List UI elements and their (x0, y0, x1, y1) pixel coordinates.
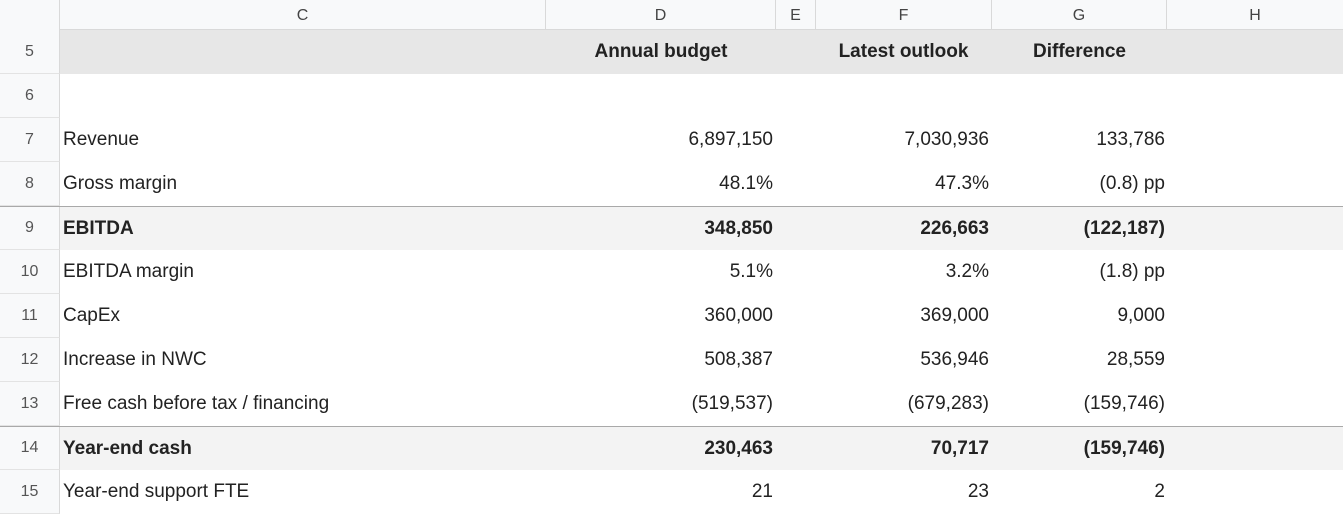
row-label-cell[interactable]: CapEx (63, 305, 121, 326)
outlook-cell[interactable]: 226,663 (920, 217, 989, 239)
difference-cell[interactable]: 9,000 (1117, 305, 1165, 326)
row-label-cell[interactable]: EBITDA margin (63, 261, 194, 282)
difference-cell[interactable]: (1.8) pp (1099, 261, 1165, 282)
outlook-cell[interactable]: 47.3% (935, 173, 989, 194)
outlook-cell[interactable]: 23 (967, 481, 989, 502)
table-row: 11 CapEx 360,000 369,000 9,000 (0, 294, 1343, 338)
difference-cell[interactable]: 2 (1154, 481, 1165, 502)
budget-cell[interactable]: 508,387 (704, 349, 773, 370)
column-header-bar: C D E F G H (0, 0, 1343, 30)
outlook-cell[interactable]: 7,030,936 (904, 129, 989, 150)
outlook-cell[interactable]: (679,283) (907, 393, 989, 414)
difference-cell[interactable]: (159,746) (1083, 393, 1165, 414)
outlook-cell[interactable]: 369,000 (920, 305, 989, 326)
outlook-cell[interactable]: 536,946 (920, 349, 989, 370)
row-label-cell[interactable]: Gross margin (63, 173, 178, 194)
budget-cell[interactable]: 21 (751, 481, 773, 502)
row-number[interactable]: 7 (0, 118, 60, 162)
difference-cell[interactable]: (0.8) pp (1099, 173, 1165, 194)
annual-budget-header[interactable]: Annual budget (594, 41, 728, 62)
table-row: 7 Revenue 6,897,150 7,030,936 133,786 (0, 118, 1343, 162)
table-row-total: 9 EBITDA 348,850 226,663 (122,187) (0, 206, 1343, 250)
row-label-cell[interactable]: Year-end cash (63, 437, 192, 459)
select-all-corner[interactable] (0, 0, 60, 30)
row-number[interactable]: 15 (0, 470, 60, 514)
difference-header[interactable]: Difference (1033, 41, 1126, 62)
table-row: 12 Increase in NWC 508,387 536,946 28,55… (0, 338, 1343, 382)
row-number[interactable]: 12 (0, 338, 60, 382)
table-row: 13 Free cash before tax / financing (519… (0, 382, 1343, 426)
column-header-c[interactable]: C (60, 0, 546, 30)
budget-cell[interactable]: 5.1% (729, 261, 773, 282)
row-number[interactable]: 9 (0, 207, 60, 250)
column-header-h[interactable]: H (1249, 7, 1261, 24)
budget-cell[interactable]: 6,897,150 (688, 129, 773, 150)
column-header-g[interactable]: G (992, 0, 1167, 30)
difference-cell[interactable]: 28,559 (1106, 349, 1165, 370)
budget-cell[interactable]: (519,537) (691, 393, 773, 414)
column-header-f[interactable]: F (816, 0, 992, 30)
row-label-cell[interactable]: Free cash before tax / financing (63, 393, 330, 414)
blank-row: 6 (0, 74, 1343, 118)
table-row: 8 Gross margin 48.1% 47.3% (0.8) pp (0, 162, 1343, 206)
row-label-cell[interactable]: EBITDA (63, 217, 134, 239)
row-number[interactable]: 8 (0, 162, 60, 206)
row-number[interactable]: 11 (0, 294, 60, 338)
row-number[interactable]: 6 (0, 74, 60, 118)
budget-cell[interactable]: 230,463 (704, 437, 773, 459)
difference-cell[interactable]: (159,746) (1083, 437, 1165, 459)
row-number[interactable]: 10 (0, 250, 60, 294)
outlook-cell[interactable]: 3.2% (945, 261, 989, 282)
budget-cell[interactable]: 360,000 (704, 305, 773, 326)
budget-cell[interactable]: 348,850 (704, 217, 773, 239)
difference-cell[interactable]: 133,786 (1096, 129, 1165, 150)
latest-outlook-header[interactable]: Latest outlook (838, 41, 969, 62)
table-row-total: 14 Year-end cash 230,463 70,717 (159,746… (0, 426, 1343, 470)
column-header-e[interactable]: E (776, 0, 816, 30)
table-row: 15 Year-end support FTE 21 23 2 (0, 470, 1343, 514)
table-row: 10 EBITDA margin 5.1% 3.2% (1.8) pp (0, 250, 1343, 294)
table-header-row: 5 Annual budget Latest outlook Differenc… (0, 30, 1343, 74)
row-number[interactable]: 5 (0, 30, 60, 74)
row-number[interactable]: 13 (0, 382, 60, 426)
row-label-cell[interactable]: Increase in NWC (63, 349, 207, 370)
outlook-cell[interactable]: 70,717 (930, 437, 989, 459)
column-header-d[interactable]: D (546, 0, 776, 30)
difference-cell[interactable]: (122,187) (1083, 217, 1165, 239)
budget-cell[interactable]: 48.1% (719, 173, 773, 194)
row-label-cell[interactable]: Year-end support FTE (63, 481, 250, 502)
row-label-cell[interactable]: Revenue (63, 129, 140, 150)
row-number[interactable]: 14 (0, 427, 60, 470)
